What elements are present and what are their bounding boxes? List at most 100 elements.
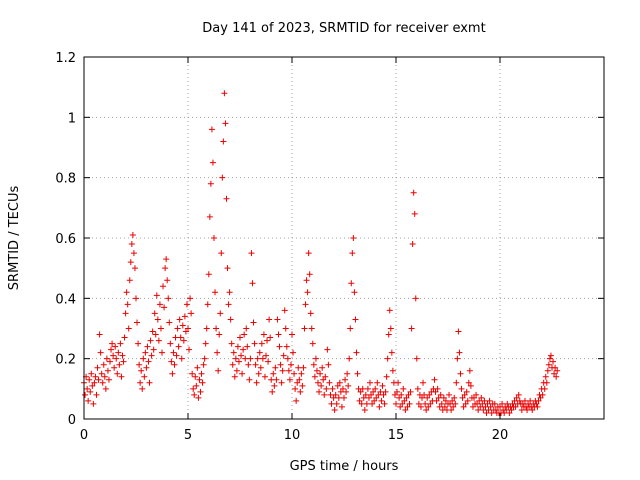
data-point (313, 367, 320, 374)
data-point (479, 400, 486, 407)
data-point (414, 385, 421, 392)
data-point (491, 400, 498, 407)
data-point (441, 403, 448, 410)
data-point (435, 394, 442, 401)
data-point (462, 400, 469, 407)
data-point (478, 394, 485, 401)
x-tick-label: 20 (492, 428, 509, 443)
data-point (404, 403, 411, 410)
data-point (464, 397, 471, 404)
data-point (433, 397, 440, 404)
data-point (410, 189, 417, 196)
data-point (537, 394, 544, 401)
data-point (474, 400, 481, 407)
data-point (396, 394, 403, 401)
data-point (533, 400, 540, 407)
data-point (303, 277, 310, 284)
data-point (546, 355, 553, 362)
data-point (265, 358, 272, 365)
data-point (323, 385, 330, 392)
data-point (243, 325, 250, 332)
data-point (311, 373, 318, 380)
data-point (193, 382, 200, 389)
data-point (431, 376, 438, 383)
data-point (406, 400, 413, 407)
data-point (469, 403, 476, 410)
data-point (352, 316, 359, 323)
data-point (365, 394, 372, 401)
data-point (271, 382, 278, 389)
data-point (207, 180, 214, 187)
data-point (322, 373, 329, 380)
data-point (476, 397, 483, 404)
data-point (460, 403, 467, 410)
data-point (278, 379, 285, 386)
data-point (422, 400, 429, 407)
data-point (325, 361, 332, 368)
data-point (227, 316, 234, 323)
data-point (481, 397, 488, 404)
data-point (306, 271, 313, 278)
data-point (135, 340, 142, 347)
data-point (155, 337, 162, 344)
data-point (333, 400, 340, 407)
data-point (97, 349, 104, 356)
data-point (107, 358, 113, 365)
data-point (136, 361, 143, 368)
data-point (305, 250, 312, 257)
data-point (334, 382, 341, 389)
data-point (348, 280, 355, 287)
data-point (203, 325, 210, 332)
data-point (235, 358, 242, 365)
data-point (516, 397, 523, 404)
data-point (121, 334, 128, 341)
data-point (545, 361, 552, 368)
data-point (521, 397, 528, 404)
data-point (427, 400, 434, 407)
data-point (92, 373, 99, 380)
data-point (164, 277, 171, 284)
data-point (248, 250, 255, 257)
data-point (552, 364, 559, 371)
data-point (145, 358, 152, 365)
data-point (201, 355, 208, 362)
data-point (295, 364, 302, 371)
chart-title: Day 141 of 2023, SRMTID for receiver exm… (202, 21, 485, 36)
data-point (290, 349, 297, 356)
data-point (550, 358, 557, 365)
data-point (432, 388, 439, 395)
data-point (104, 367, 111, 374)
data-point (199, 379, 206, 386)
data-point (124, 301, 131, 308)
x-tick-label: 10 (284, 428, 301, 443)
data-point (367, 379, 373, 386)
data-point (267, 334, 274, 341)
data-point (258, 340, 265, 347)
data-point (386, 307, 393, 314)
data-point (186, 346, 193, 353)
data-point (231, 373, 238, 380)
data-point (138, 367, 145, 374)
data-point (525, 400, 532, 407)
data-point (339, 385, 346, 392)
data-point (153, 292, 160, 299)
data-point (384, 355, 391, 362)
data-point (241, 331, 248, 338)
data-point (488, 409, 495, 416)
data-point (189, 370, 196, 377)
data-point (263, 352, 269, 359)
data-point (455, 328, 462, 335)
data-point (240, 346, 247, 353)
data-point (461, 391, 468, 398)
data-point (274, 316, 281, 323)
data-point (324, 346, 331, 353)
data-point (242, 355, 249, 362)
data-point (463, 388, 470, 395)
data-point (317, 370, 324, 377)
x-tick-labels: 0 5 10 15 20 (80, 428, 508, 443)
data-point (346, 355, 353, 362)
data-point (405, 391, 412, 398)
data-point (354, 370, 361, 377)
data-point (108, 346, 115, 353)
data-point (499, 400, 506, 407)
